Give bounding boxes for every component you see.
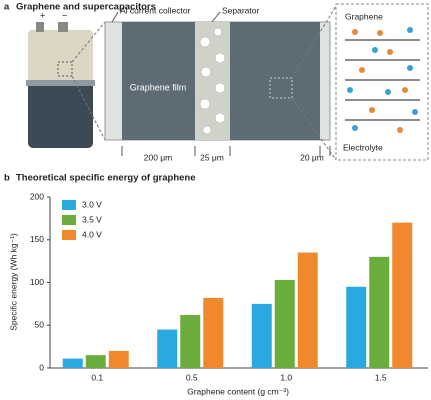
collector-label: Al current collector: [120, 5, 191, 15]
x-tick-label: 1.0: [280, 372, 292, 382]
bar: [62, 358, 83, 368]
y-tick-label: 150: [30, 234, 44, 244]
dim-label: 200 μm: [144, 152, 173, 162]
bar: [203, 297, 224, 368]
film-label: Graphene film: [130, 82, 187, 92]
legend-swatch: [62, 215, 76, 225]
bar: [180, 314, 201, 368]
bar: [297, 252, 318, 368]
chart-title: Theoretical specific energy of graphene: [16, 173, 196, 184]
legend-label: 3.5 V: [82, 214, 102, 224]
legend-swatch: [62, 200, 76, 210]
bar: [85, 355, 106, 368]
dim-label: 25 μm: [200, 152, 224, 162]
y-tick-label: 100: [30, 277, 44, 287]
bar: [346, 286, 367, 368]
y-tick-label: 200: [30, 191, 44, 201]
zoom: [335, 3, 429, 161]
bar: [274, 279, 295, 368]
x-tick-label: 0.1: [91, 372, 103, 382]
zoom-bottom-label: Electrolyte: [343, 142, 383, 152]
dimension-lines: [121, 146, 331, 156]
y-tick-label: 50: [35, 320, 45, 330]
bar: [369, 256, 390, 368]
bar: [251, 303, 272, 368]
panel-letter: a: [4, 2, 10, 13]
cell: [71, 5, 337, 161]
battery: + −: [26, 10, 95, 148]
legend-label: 4.0 V: [82, 229, 102, 239]
dim-label: 20 μm: [300, 152, 324, 162]
legend-label: 3.0 V: [82, 199, 102, 209]
x-axis-label: Graphene content (g cm⁻³): [187, 386, 289, 396]
zoom-top-label: Graphene: [345, 11, 383, 21]
x-tick-label: 1.5: [375, 372, 387, 382]
panel-letter: b: [4, 173, 10, 184]
minus: −: [62, 10, 67, 20]
panel-title: Graphene and supercapacitors: [16, 2, 156, 13]
bar: [392, 222, 413, 368]
x-tick-label: 0.5: [186, 372, 198, 382]
y-axis-label: Specific energy (Wh kg⁻¹): [8, 233, 18, 331]
bar: [108, 350, 129, 368]
bar: [157, 329, 178, 368]
separator-label: Separator: [222, 5, 259, 15]
y-tick-label: 0: [39, 362, 44, 372]
legend-swatch: [62, 230, 76, 240]
plus: +: [40, 10, 45, 20]
